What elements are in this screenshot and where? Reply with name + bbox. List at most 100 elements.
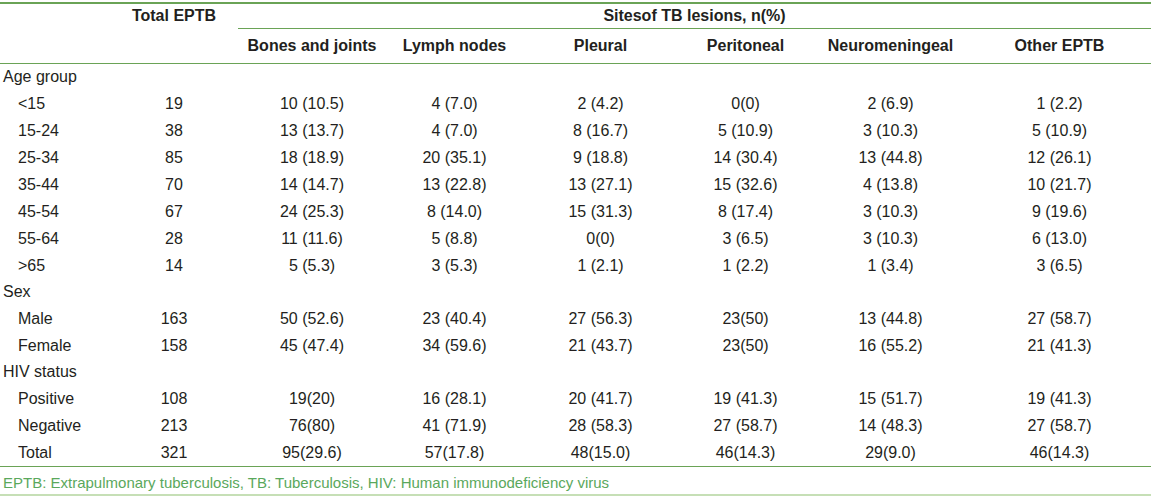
column-header-lymph-nodes: Lymph nodes	[386, 29, 523, 64]
column-header-total-eptb: Total EPTB	[110, 3, 238, 29]
column-header-pleural: Pleural	[523, 29, 678, 64]
cell-value: 6 (13.0)	[968, 225, 1151, 252]
cell-value: 19 (41.3)	[968, 385, 1151, 412]
cell-value: 41 (71.9)	[386, 412, 523, 439]
table-row: Female15845 (47.4)34 (59.6)21 (43.7)23(5…	[0, 332, 1151, 359]
cell-value: 15 (31.3)	[523, 198, 678, 225]
header-row-sites: Bones and joints Lymph nodes Pleural Per…	[0, 29, 1151, 64]
cell-value: 2 (4.2)	[523, 90, 678, 117]
cell-value: 19(20)	[238, 385, 386, 412]
cell-value: 3 (5.3)	[386, 252, 523, 279]
cell-value: 27 (58.7)	[678, 412, 813, 439]
header-spacer	[0, 29, 110, 64]
cell-value: 5 (8.8)	[386, 225, 523, 252]
cell-value: 3 (6.5)	[678, 225, 813, 252]
cell-value: 85	[110, 144, 238, 171]
column-header-peritoneal: Peritoneal	[678, 29, 813, 64]
section-label: HIV status	[0, 359, 1151, 385]
cell-value: 18 (18.9)	[238, 144, 386, 171]
cell-value: 8 (17.4)	[678, 198, 813, 225]
cell-value: 48(15.0)	[523, 439, 678, 467]
cell-value: 14	[110, 252, 238, 279]
cell-value: 4 (7.0)	[386, 90, 523, 117]
cell-value: 10 (10.5)	[238, 90, 386, 117]
cell-value: 3 (10.3)	[813, 225, 968, 252]
section-row: Age group	[0, 64, 1151, 91]
cell-value: 163	[110, 305, 238, 332]
cell-value: 20 (41.7)	[523, 385, 678, 412]
cell-value: 10 (21.7)	[968, 171, 1151, 198]
row-label: Male	[0, 305, 110, 332]
column-header-bones-and-joints: Bones and joints	[238, 29, 386, 64]
cell-value: 13 (44.8)	[813, 144, 968, 171]
cell-value: 3 (6.5)	[968, 252, 1151, 279]
cell-value: 21 (41.3)	[968, 332, 1151, 359]
cell-value: 15 (51.7)	[813, 385, 968, 412]
table-header: Total EPTB Sitesof TB lesions, n(%) Bone…	[0, 3, 1151, 64]
cell-value: 27 (58.7)	[968, 305, 1151, 332]
cell-value: 8 (14.0)	[386, 198, 523, 225]
cell-value: 16 (55.2)	[813, 332, 968, 359]
cell-value: 213	[110, 412, 238, 439]
row-label: Negative	[0, 412, 110, 439]
cell-value: 28	[110, 225, 238, 252]
table-row: 15-243813 (13.7)4 (7.0)8 (16.7)5 (10.9)3…	[0, 117, 1151, 144]
cell-value: 76(80)	[238, 412, 386, 439]
section-row: Sex	[0, 279, 1151, 305]
cell-value: 1 (2.1)	[523, 252, 678, 279]
cell-value: 1 (2.2)	[968, 90, 1151, 117]
table-row: 35-447014 (14.7)13 (22.8)13 (27.1)15 (32…	[0, 171, 1151, 198]
section-label: Sex	[0, 279, 1151, 305]
cell-value: 108	[110, 385, 238, 412]
header-row-top: Total EPTB Sitesof TB lesions, n(%)	[0, 3, 1151, 29]
cell-value: 12 (26.1)	[968, 144, 1151, 171]
cell-value: 321	[110, 439, 238, 467]
cell-value: 57(17.8)	[386, 439, 523, 467]
cell-value: 34 (59.6)	[386, 332, 523, 359]
cell-value: 2 (6.9)	[813, 90, 968, 117]
cell-value: 4 (13.8)	[813, 171, 968, 198]
section-label: Age group	[0, 64, 1151, 91]
cell-value: 14 (30.4)	[678, 144, 813, 171]
table-body: Age group<151910 (10.5)4 (7.0)2 (4.2)0(0…	[0, 64, 1151, 467]
table-row: >65145 (5.3)3 (5.3)1 (2.1)1 (2.2)1 (3.4)…	[0, 252, 1151, 279]
cell-value: 1 (2.2)	[678, 252, 813, 279]
span-header-sites-of-tb-lesions: Sitesof TB lesions, n(%)	[238, 3, 1151, 29]
cell-value: 13 (27.1)	[523, 171, 678, 198]
cell-value: 23(50)	[678, 305, 813, 332]
eptb-sites-table: Total EPTB Sitesof TB lesions, n(%) Bone…	[0, 2, 1151, 467]
row-label: Female	[0, 332, 110, 359]
row-label: 45-54	[0, 198, 110, 225]
cell-value: 23 (40.4)	[386, 305, 523, 332]
section-row: HIV status	[0, 359, 1151, 385]
row-label: Total	[0, 439, 110, 467]
row-label: 55-64	[0, 225, 110, 252]
column-header-neuromeningeal: Neuromeningeal	[813, 29, 968, 64]
table-row: 45-546724 (25.3)8 (14.0)15 (31.3)8 (17.4…	[0, 198, 1151, 225]
cell-value: 24 (25.3)	[238, 198, 386, 225]
cell-value: 20 (35.1)	[386, 144, 523, 171]
cell-value: 16 (28.1)	[386, 385, 523, 412]
cell-value: 3 (10.3)	[813, 117, 968, 144]
cell-value: 1 (3.4)	[813, 252, 968, 279]
cell-value: 23(50)	[678, 332, 813, 359]
header-spacer	[110, 29, 238, 64]
cell-value: 14 (48.3)	[813, 412, 968, 439]
cell-value: 5 (10.9)	[968, 117, 1151, 144]
cell-value: 14 (14.7)	[238, 171, 386, 198]
cell-value: 95(29.6)	[238, 439, 386, 467]
cell-value: 19	[110, 90, 238, 117]
cell-value: 46(14.3)	[968, 439, 1151, 467]
cell-value: 29(9.0)	[813, 439, 968, 467]
cell-value: 4 (7.0)	[386, 117, 523, 144]
row-label: <15	[0, 90, 110, 117]
cell-value: 70	[110, 171, 238, 198]
cell-value: 13 (22.8)	[386, 171, 523, 198]
table-row: 55-642811 (11.6)5 (8.8)0(0)3 (6.5)3 (10.…	[0, 225, 1151, 252]
cell-value: 5 (10.9)	[678, 117, 813, 144]
cell-value: 0(0)	[523, 225, 678, 252]
cell-value: 0(0)	[678, 90, 813, 117]
table-row: <151910 (10.5)4 (7.0)2 (4.2)0(0)2 (6.9)1…	[0, 90, 1151, 117]
cell-value: 45 (47.4)	[238, 332, 386, 359]
cell-value: 5 (5.3)	[238, 252, 386, 279]
